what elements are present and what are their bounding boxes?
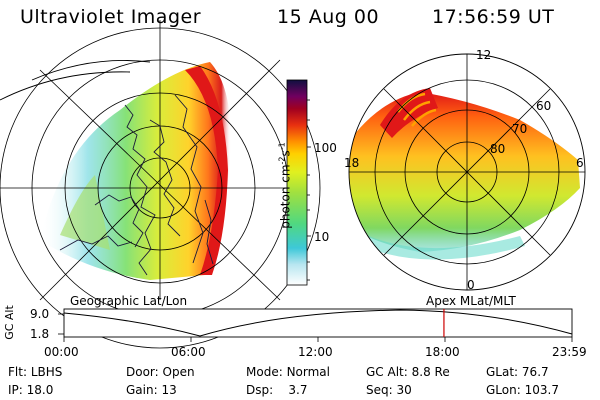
time-label: 17:56:59 UT (432, 6, 555, 28)
info-dsp: Dsp: 3.7 (246, 383, 308, 397)
lat-label-70: 70 (512, 122, 528, 136)
colorbar-tick-10: 10 (314, 230, 330, 244)
altitude-x-tick: 12:00 (298, 345, 333, 359)
lat-label-80: 80 (490, 142, 506, 156)
mlt-label-12: 12 (476, 48, 492, 62)
instrument-title: Ultraviolet Imager (20, 6, 202, 28)
info-gain: Gain: 13 (126, 383, 177, 397)
altitude-y-high: 9.0 (30, 307, 50, 321)
altitude-x-tick: 18:00 (425, 345, 460, 359)
colorbar-ticks (307, 99, 311, 281)
colorbar-unit-label: photon cm-2s-1 (277, 142, 293, 229)
info-geo-latitude: GLat: 76.7 (486, 365, 549, 379)
info-ip: IP: 18.0 (8, 383, 54, 397)
left-panel-caption: Geographic Lat/Lon (70, 294, 188, 308)
geographic-map-frame (0, 60, 151, 101)
altitude-x-tick: 06:00 (171, 345, 206, 359)
altitude-axis-title: GC Alt (2, 305, 16, 340)
mlt-label-18: 18 (344, 156, 360, 170)
geographic-map (0, 20, 321, 349)
altitude-plot (58, 308, 573, 342)
info-geo-longitude: GLon: 103.7 (486, 383, 559, 397)
apex-polar-plot (348, 53, 586, 291)
altitude-x-tick: 23:59 (552, 345, 587, 359)
lat-label-60: 60 (536, 99, 552, 113)
right-panel-caption: Apex MLat/MLT (426, 294, 516, 308)
info-filter: Flt: LBHS (8, 365, 63, 379)
mlt-label-0: 0 (467, 278, 475, 292)
mlt-label-6: 6 (576, 156, 584, 170)
colorbar (286, 79, 308, 286)
info-sequence: Seq: 30 (366, 383, 412, 397)
info-gc-altitude: GC Alt: 8.8 Re (366, 365, 450, 379)
info-door: Door: Open (126, 365, 195, 379)
altitude-y-low: 1.8 (30, 327, 50, 341)
colorbar-tick-100: 100 (314, 141, 337, 155)
date-label: 15 Aug 00 (277, 6, 380, 28)
info-mode: Mode: Normal (246, 365, 330, 379)
altitude-x-tick: 00:00 (44, 345, 79, 359)
